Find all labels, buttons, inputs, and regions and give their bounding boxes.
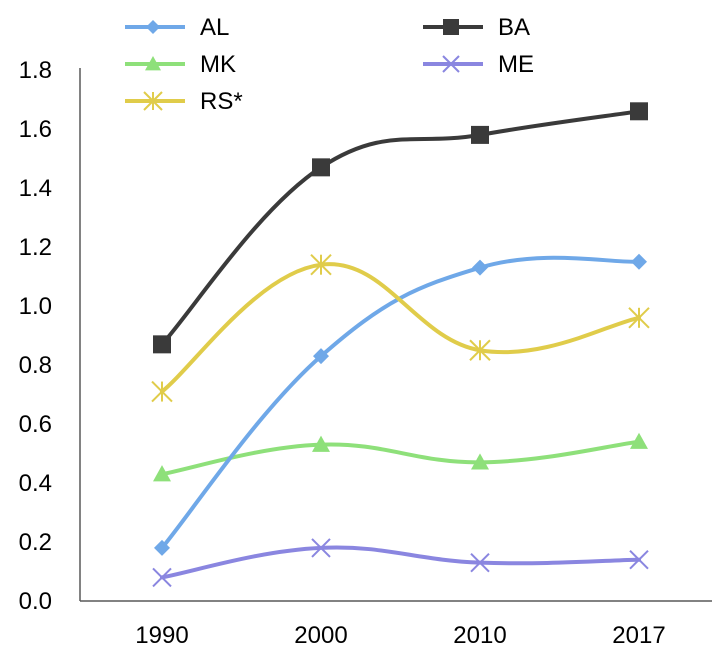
series-line-me bbox=[160, 545, 641, 580]
legend-marker-icon bbox=[442, 55, 460, 73]
y-tick-label: 0.6 bbox=[19, 411, 52, 438]
legend-item-me: ME bbox=[423, 51, 534, 78]
series-line-al bbox=[160, 255, 641, 550]
y-tick-label: 0.4 bbox=[19, 470, 52, 497]
legend-label: ME bbox=[498, 51, 534, 78]
x-tick-label: 2017 bbox=[612, 622, 665, 649]
data-point-ba bbox=[312, 158, 330, 177]
data-point-al bbox=[472, 259, 488, 276]
data-point-rs bbox=[310, 253, 332, 276]
data-point-rs bbox=[469, 339, 491, 361]
legend-item-rs: RS* bbox=[125, 88, 243, 115]
data-point-rs bbox=[628, 307, 650, 329]
series-line-mk bbox=[160, 439, 641, 477]
data-point-me bbox=[152, 567, 172, 588]
legend-marker-icon bbox=[146, 20, 160, 34]
x-tick-label: 2010 bbox=[453, 622, 506, 649]
y-tick-label: 1.8 bbox=[19, 57, 52, 84]
y-tick-label: 1.4 bbox=[19, 175, 52, 202]
data-point-mk bbox=[471, 453, 489, 470]
legend-marker-icon bbox=[443, 19, 459, 35]
data-point-me bbox=[629, 549, 649, 570]
legend-marker-icon bbox=[143, 91, 163, 111]
y-tick-label: 0.0 bbox=[19, 588, 52, 615]
legend-label: AL bbox=[200, 14, 229, 41]
legend-label: RS* bbox=[200, 88, 243, 115]
data-point-al bbox=[154, 539, 170, 556]
legend-item-ba: BA bbox=[423, 14, 530, 41]
data-point-mk bbox=[153, 465, 171, 482]
series-line-rs bbox=[160, 262, 641, 394]
data-point-al bbox=[631, 253, 647, 270]
data-point-mk bbox=[312, 435, 330, 452]
legend-label: MK bbox=[200, 51, 236, 78]
x-tick-label: 2000 bbox=[294, 622, 347, 649]
legend-item-mk: MK bbox=[125, 51, 236, 78]
data-point-mk bbox=[630, 432, 648, 449]
x-tick-label: 1990 bbox=[135, 622, 188, 649]
y-tick-label: 1.6 bbox=[19, 116, 52, 143]
legend-marker-icon bbox=[145, 56, 161, 71]
y-tick-label: 0.8 bbox=[19, 352, 52, 379]
y-tick-label: 1.2 bbox=[19, 234, 52, 261]
data-point-ba bbox=[630, 102, 648, 121]
data-point-al bbox=[313, 348, 329, 365]
data-point-me bbox=[470, 552, 490, 573]
legend-item-al: AL bbox=[125, 14, 229, 41]
y-tick-label: 1.0 bbox=[19, 293, 52, 320]
series-line-ba bbox=[160, 109, 641, 347]
data-point-me bbox=[311, 538, 331, 558]
data-point-rs bbox=[151, 380, 173, 403]
y-tick-label: 0.2 bbox=[19, 529, 52, 556]
data-point-ba bbox=[471, 125, 489, 144]
legend-label: BA bbox=[498, 14, 530, 41]
data-point-ba bbox=[153, 335, 171, 354]
